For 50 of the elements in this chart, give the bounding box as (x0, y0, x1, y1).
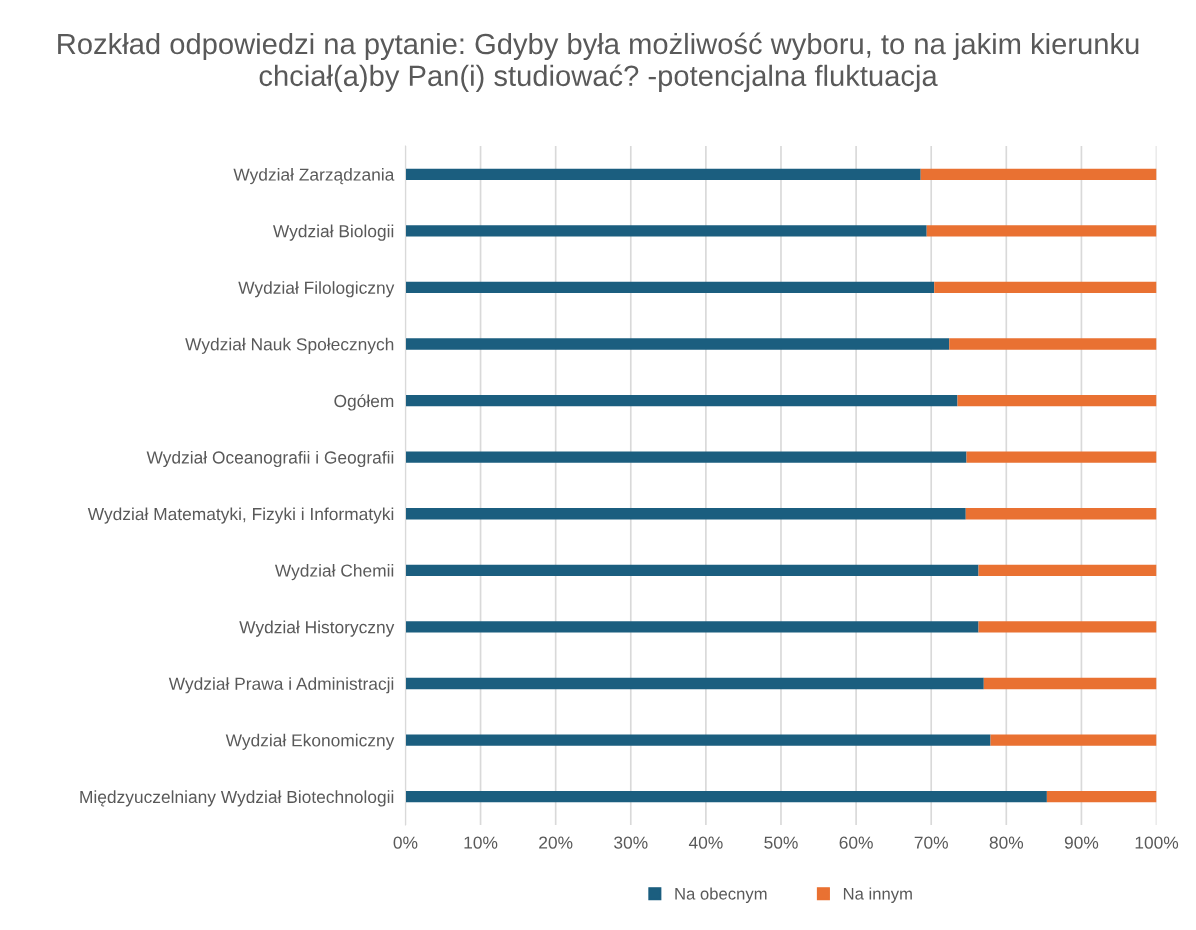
bar (405, 451, 967, 463)
y-tick-label: Wydział Matematyki, Fizyki i Informatyki (87, 507, 394, 524)
y-tick-label: Wydział Filologiczny (238, 281, 395, 298)
x-tick-label: 90% (1064, 836, 1099, 849)
bar (926, 225, 1157, 237)
bar (957, 394, 1157, 407)
x-tick-label: 40% (688, 836, 723, 849)
x-tick-label: 80% (989, 836, 1024, 849)
x-tick-label: 20% (539, 836, 573, 849)
bar (405, 225, 927, 237)
bar (405, 790, 1047, 803)
bar (978, 621, 1157, 633)
y-tick-label: Wydział Historyczny (239, 620, 395, 637)
bar (965, 508, 1157, 520)
bar (405, 621, 979, 633)
bar (966, 451, 1157, 463)
bar (949, 338, 1157, 350)
y-tick-label: Wydział Prawa i Administracji (168, 677, 394, 694)
bar (920, 168, 1157, 180)
x-tick-label: 70% (914, 836, 948, 849)
legend-label: Na innym (843, 887, 912, 903)
bar (405, 168, 921, 180)
bar (978, 564, 1157, 576)
x-tick-label: 50% (764, 836, 798, 849)
y-tick-label: Wydział Zarządzania (233, 168, 395, 185)
bar (405, 564, 979, 576)
y-tick-label: Ogółem (334, 394, 394, 411)
y-tick-label: Międzyuczelniany Wydział Biotechnologii (80, 790, 394, 807)
bar (405, 394, 958, 407)
bar (405, 734, 991, 746)
bar (983, 677, 1157, 690)
y-tick-label: Wydział Nauk Społecznych (185, 337, 394, 354)
bar (990, 734, 1157, 746)
bar (405, 281, 935, 294)
y-tick-label: Wydział Ekonomiczny (225, 733, 395, 750)
bar (1046, 790, 1157, 803)
chart-title: Rozkład odpowiedzi na pytanie: Gdyby była możliwość wyboru, to na jakim kierunku chciał(a)by Pan(i) studiować? -potencjalna fluktuacja (58, 32, 1139, 92)
legend-label: Na obecnym (675, 887, 767, 903)
bar (405, 338, 950, 350)
x-tick-label: 10% (464, 836, 498, 849)
y-tick-label: Wydział Biologii (272, 224, 394, 241)
x-tick-label: 60% (839, 836, 873, 849)
bar (405, 508, 966, 520)
x-tick-label: 100% (1135, 836, 1179, 849)
y-tick-label: Wydział Chemii (274, 564, 394, 581)
bar (405, 677, 984, 690)
bar (934, 281, 1157, 294)
x-tick-label: 0% (393, 836, 418, 849)
x-tick-label: 30% (614, 836, 648, 849)
y-tick-label: Wydział Oceanografii i Geografii (146, 450, 394, 468)
